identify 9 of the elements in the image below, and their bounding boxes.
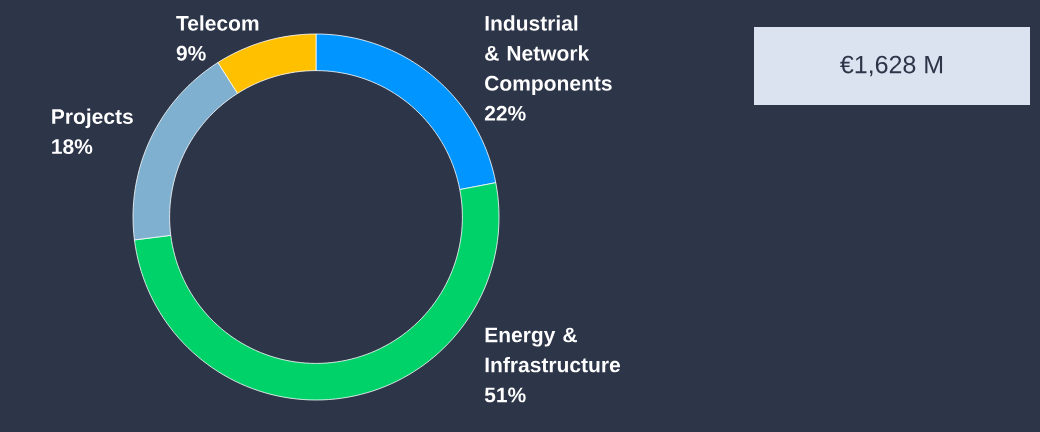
data-label: 18% [52, 139, 93, 155]
slice-label: Energy & Infrastructure [485, 327, 621, 373]
slice-label: Telecom [176, 15, 259, 31]
data-label: 51% [484, 387, 526, 403]
data-label: 22% [484, 105, 526, 121]
text: €1,628 M [840, 55, 943, 77]
slice-label: Projects [52, 108, 133, 129]
slice-label: Industrial & Network Components [485, 15, 612, 95]
data-label: 9% [176, 45, 206, 61]
